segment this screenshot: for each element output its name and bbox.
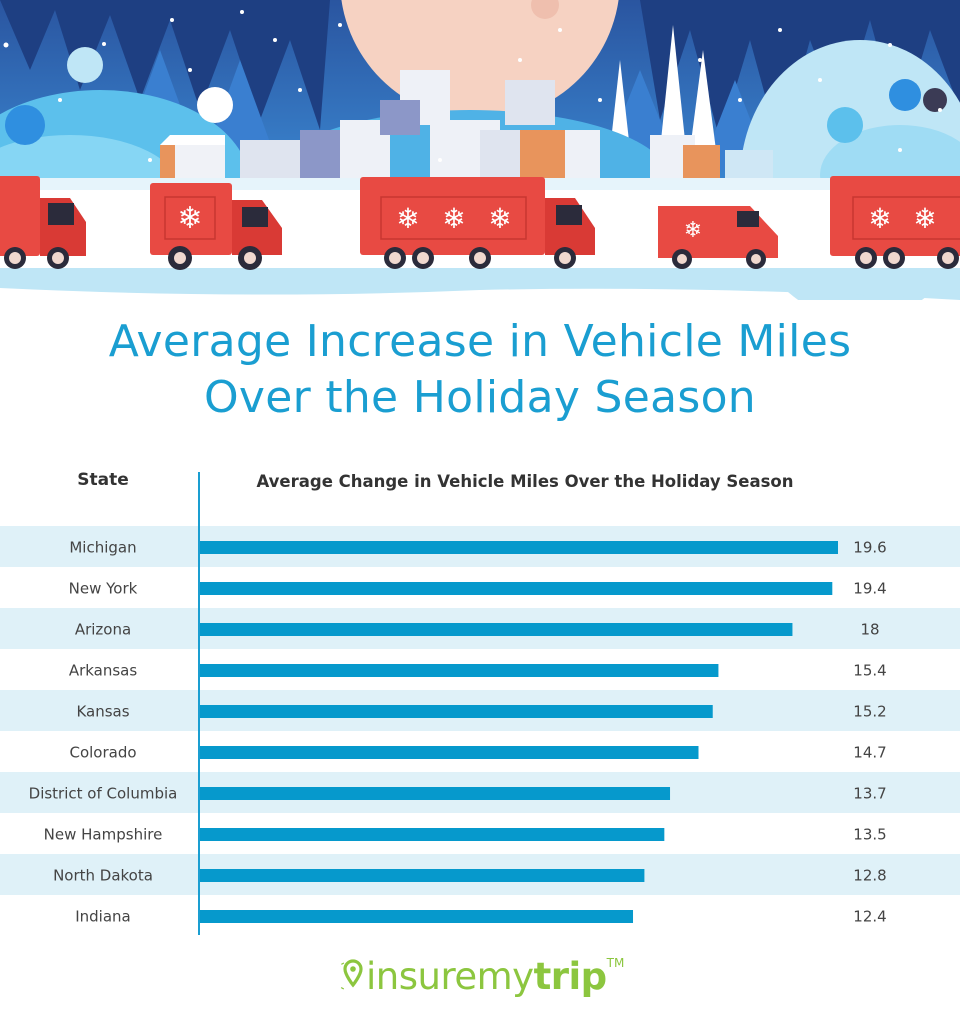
state-label: Kansas — [76, 703, 129, 721]
value-label: 15.4 — [853, 662, 886, 680]
state-label: Indiana — [75, 908, 131, 926]
truck-4: ❄ ❄ — [830, 176, 960, 269]
state-label: New Hampshire — [44, 826, 163, 844]
bar-michigan — [199, 541, 838, 554]
state-label: New York — [69, 580, 138, 598]
value-label: 19.4 — [853, 580, 886, 598]
logo-text-bold: trip — [533, 954, 608, 998]
logo-text-regular: insuremy — [366, 954, 534, 998]
bar-north-dakota — [199, 869, 645, 882]
round-trees — [5, 47, 947, 145]
bar-district-of-columbia — [199, 787, 671, 800]
village-houses — [160, 70, 773, 180]
snowy-trees — [610, 25, 716, 150]
bar-new-hampshire — [199, 828, 665, 841]
road-reflection — [0, 268, 960, 300]
map-pin-icon — [340, 959, 363, 990]
value-label: 14.7 — [853, 744, 886, 762]
state-label: Arkansas — [69, 662, 138, 680]
falling-snow — [3, 10, 942, 162]
state-label: North Dakota — [53, 867, 153, 885]
value-label: 13.5 — [853, 826, 886, 844]
chart-title: Average Increase in Vehicle Miles Over t… — [0, 314, 960, 426]
insuremytrip-logo: insuremy trip TM — [340, 948, 630, 1004]
value-label: 12.4 — [853, 908, 886, 926]
bar-kansas — [199, 705, 713, 718]
value-label: 15.2 — [853, 703, 886, 721]
svg-text:❄: ❄ — [913, 202, 936, 235]
value-label: 18 — [860, 621, 879, 639]
logo-trademark: TM — [606, 956, 625, 970]
svg-text:❄: ❄ — [684, 218, 702, 243]
truck-2: ❄ — [150, 183, 282, 270]
chart-title-line-1: Average Increase in Vehicle Miles — [108, 316, 852, 367]
state-label: District of Columbia — [29, 785, 178, 803]
column-header-value: Average Change in Vehicle Miles Over the… — [256, 472, 794, 491]
svg-text:❄: ❄ — [177, 201, 202, 236]
state-label: Michigan — [69, 539, 136, 557]
column-header-state: State — [77, 470, 129, 490]
state-label: Colorado — [69, 744, 136, 762]
van: ❄ — [658, 206, 778, 269]
svg-text:❄: ❄ — [488, 202, 511, 235]
value-label: 13.7 — [853, 785, 886, 803]
moon-crater — [531, 0, 559, 19]
value-label: 19.6 — [853, 539, 886, 557]
svg-text:❄: ❄ — [396, 202, 419, 235]
bar-colorado — [199, 746, 699, 759]
winter-banner-illustration: ❄ ❄ ❄ ❄ ❄ ❄ ❄ — [0, 0, 960, 300]
chart-title-line-2: Over the Holiday Season — [204, 372, 756, 423]
bar-new-york — [199, 582, 833, 595]
bar-arizona — [199, 623, 793, 636]
svg-text:❄: ❄ — [442, 202, 465, 235]
value-label: 12.8 — [853, 867, 886, 885]
bar-indiana — [199, 910, 634, 923]
truck-3: ❄ ❄ ❄ — [360, 177, 595, 269]
bar-arkansas — [199, 664, 719, 677]
state-label: Arizona — [75, 621, 131, 639]
svg-text:❄: ❄ — [868, 202, 891, 235]
truck-1 — [0, 176, 86, 269]
